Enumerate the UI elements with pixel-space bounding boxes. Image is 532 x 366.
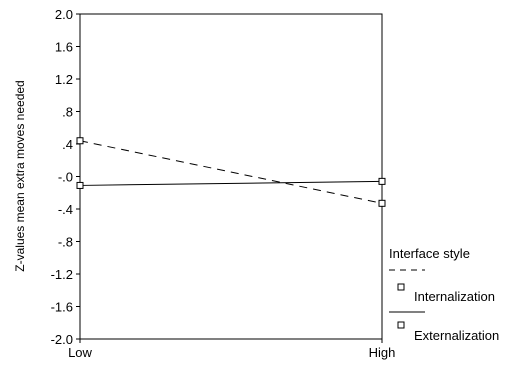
data-point-internalization-low [76,137,84,145]
y-tick-label: .4 [62,137,73,152]
y-tick-label: .8 [62,105,73,120]
series-group [76,137,386,207]
y-tick-label: -1.6 [51,300,73,315]
y-tick-label: -.8 [58,235,73,250]
legend-marker-internalization [397,283,405,291]
legend-marker-externalization [397,321,405,329]
series-line-externalization [79,180,383,186]
legend: Interface style Internalization External… [389,246,499,343]
y-tick-label: -1.2 [51,267,73,282]
plot-area-frame [79,13,383,340]
legend-label-internalization: Internalization [414,289,495,304]
legend-label-externalization: Externalization [414,328,499,343]
x-tick-label-high: High [369,345,396,360]
y-tick-label: -.0 [58,170,73,185]
x-tick-label-low: Low [68,345,92,360]
y-tick-label: -2.0 [51,332,73,347]
y-axis-title: Z-values mean extra moves needed [13,80,27,271]
y-tick-label: -.4 [58,202,73,217]
data-point-externalization-high [378,177,386,185]
data-point-internalization-high [378,199,386,207]
y-axis-ticks: 2.0 1.6 1.2 .8 .4 -.0 -.4 -.8 -1.2 -1.6 -2.0 [51,7,80,347]
y-tick-label: 1.6 [55,40,73,55]
y-tick-label: 2.0 [55,7,73,22]
series-line-internalization [79,140,383,204]
data-point-externalization-low [76,181,84,189]
y-tick-label: 1.2 [55,72,73,87]
legend-title: Interface style [389,246,470,261]
x-axis-ticks: Low High [68,339,395,360]
